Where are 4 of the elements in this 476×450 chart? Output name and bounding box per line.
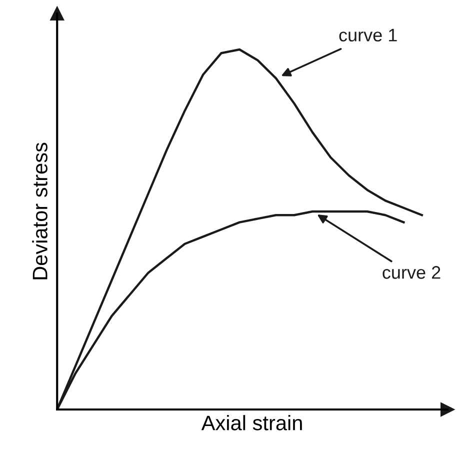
text: curve 1 [339, 28, 397, 42]
x-axis-title: Axial strain [201, 415, 302, 430]
y-axis-title: Deviator stress [32, 142, 48, 280]
text: curve 2 [382, 266, 440, 279]
